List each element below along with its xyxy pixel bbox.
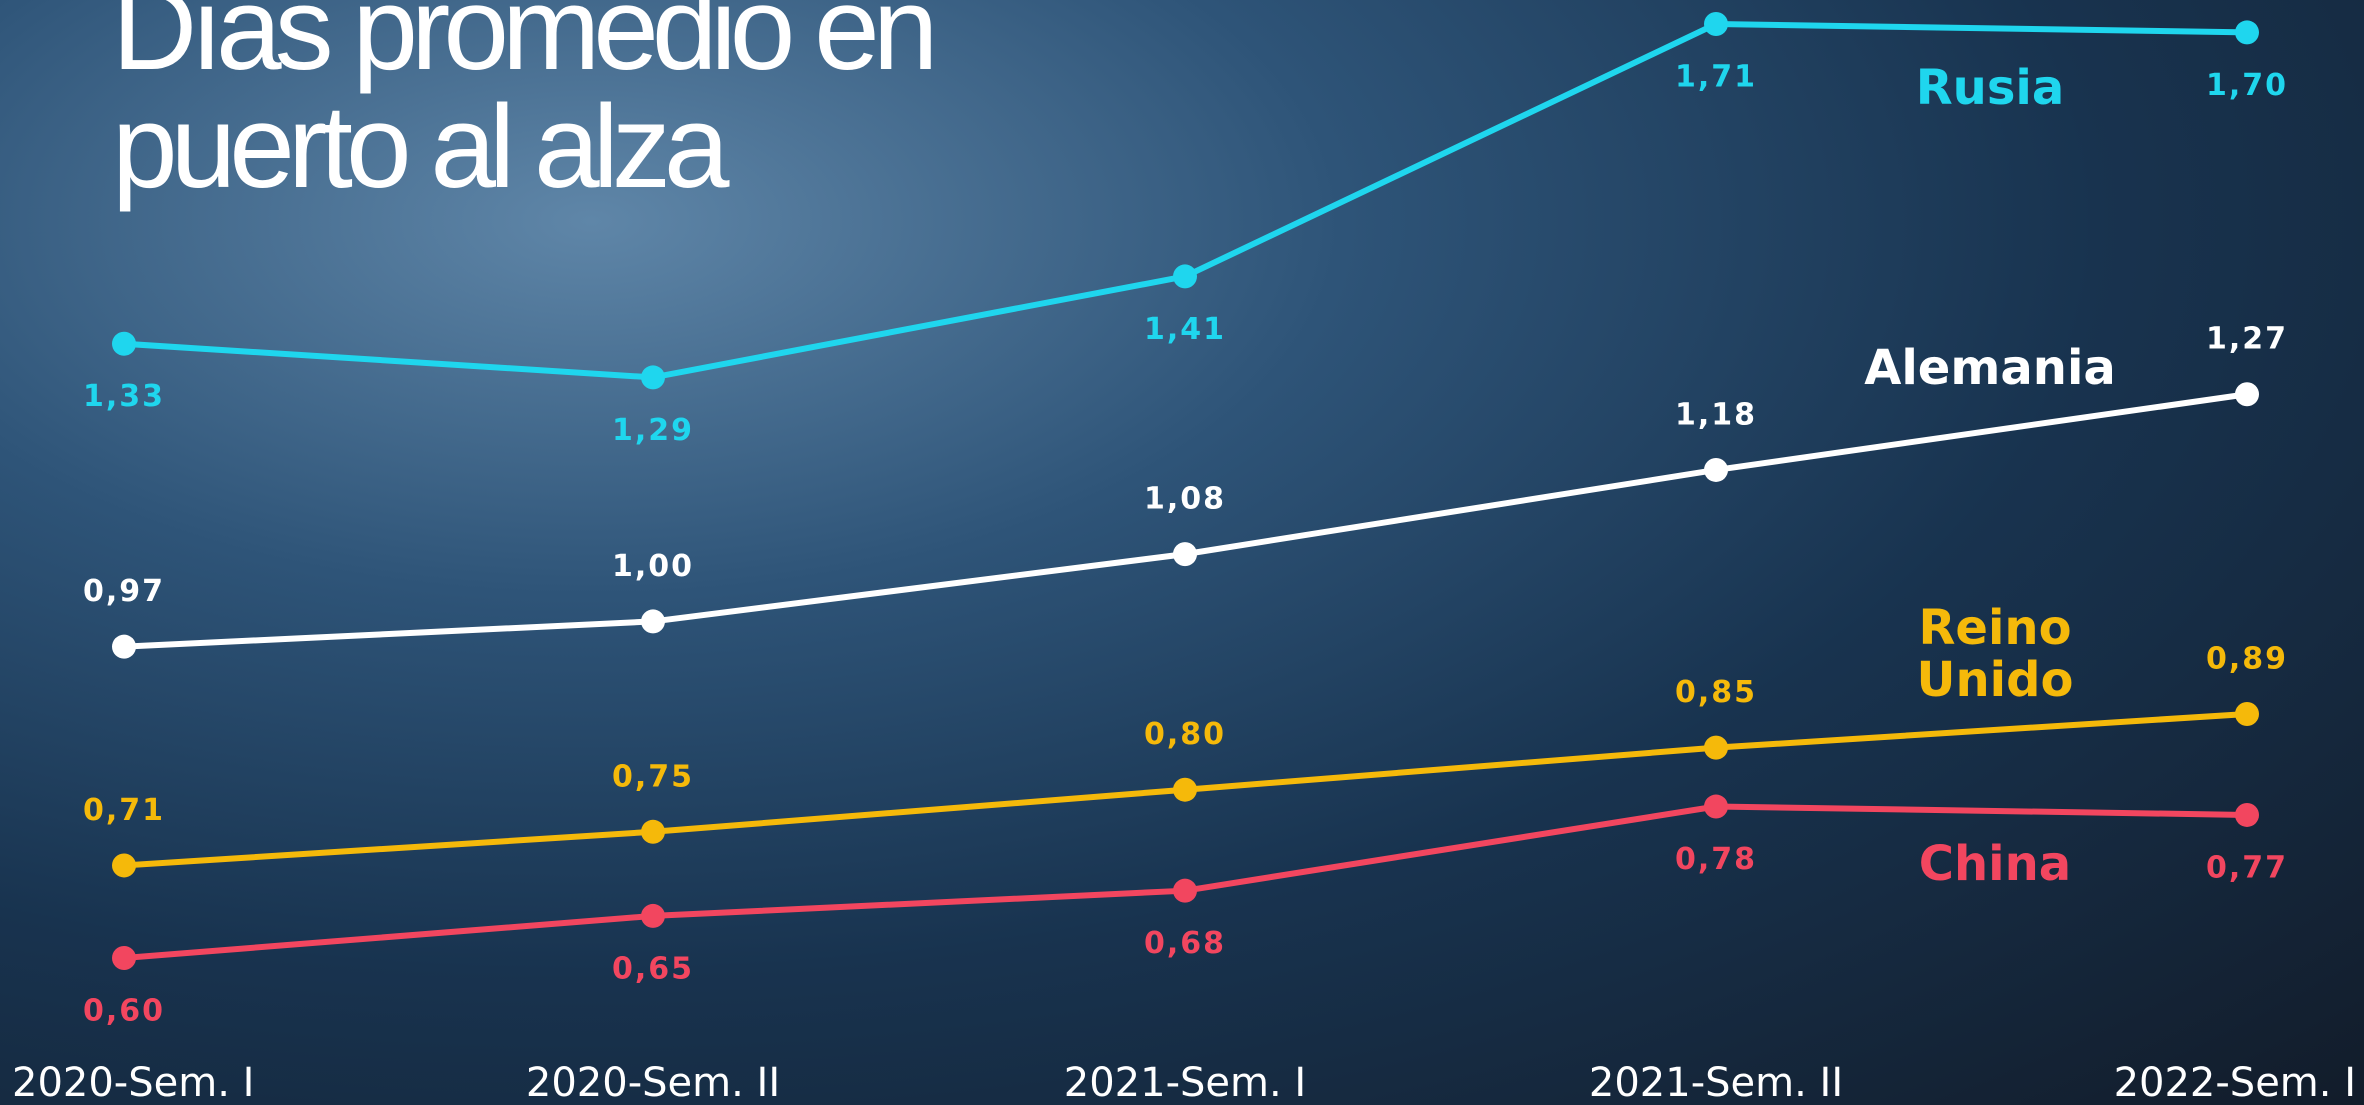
point — [1173, 542, 1197, 566]
data-label: 1,70 — [2206, 68, 2288, 103]
data-label: 0,77 — [2206, 850, 2288, 885]
data-label: 0,71 — [83, 793, 165, 828]
point — [1704, 458, 1728, 482]
point — [2235, 803, 2259, 827]
series-label: Rusia — [1840, 62, 2140, 114]
data-label: 1,00 — [612, 549, 694, 584]
point — [1173, 264, 1197, 288]
data-label: 0,75 — [612, 759, 694, 794]
point — [1704, 736, 1728, 760]
data-label: 1,33 — [83, 379, 165, 414]
point — [1173, 879, 1197, 903]
x-tick-label: 2021-Sem. I — [1064, 1060, 1306, 1105]
data-label: 1,27 — [2206, 322, 2288, 357]
data-label: 0,78 — [1675, 842, 1757, 877]
chart: Días promedio en puerto al alza 2020-Sem… — [0, 0, 2364, 1105]
x-tick-label: 2022-Sem. I — [2114, 1060, 2356, 1105]
series-label: China — [1845, 838, 2145, 890]
data-label: 1,41 — [1144, 312, 1226, 347]
series-label: Reino Unido — [1915, 602, 2075, 706]
point — [1704, 12, 1728, 36]
data-label: 0,89 — [2206, 641, 2288, 676]
x-tick-label: 2020-Sem. II — [526, 1060, 780, 1105]
plot: 2020-Sem. I 2020-Sem. II 2021-Sem. I 2021-S… — [0, 0, 2364, 1105]
point — [641, 904, 665, 928]
series-label: Alemania — [1840, 342, 2140, 394]
point — [641, 820, 665, 844]
data-label: 0,85 — [1675, 675, 1757, 710]
data-label: 0,65 — [612, 951, 694, 986]
point — [1173, 778, 1197, 802]
data-label: 0,60 — [83, 994, 165, 1029]
point — [641, 609, 665, 633]
data-label: 1,29 — [612, 413, 694, 448]
point — [2235, 702, 2259, 726]
point — [112, 853, 136, 877]
data-label: 1,18 — [1675, 397, 1757, 432]
data-label: 1,71 — [1675, 60, 1757, 95]
point — [112, 946, 136, 970]
data-label: 0,97 — [83, 574, 165, 609]
point — [2235, 382, 2259, 406]
point — [112, 332, 136, 356]
data-label: 0,80 — [1144, 717, 1226, 752]
point — [2235, 20, 2259, 44]
x-tick-label: 2021-Sem. II — [1589, 1060, 1843, 1105]
data-label: 1,08 — [1144, 482, 1226, 517]
data-label: 0,68 — [1144, 926, 1226, 961]
point — [641, 365, 665, 389]
point — [112, 635, 136, 659]
x-tick-label: 2020-Sem. I — [12, 1060, 254, 1105]
point — [1704, 795, 1728, 819]
